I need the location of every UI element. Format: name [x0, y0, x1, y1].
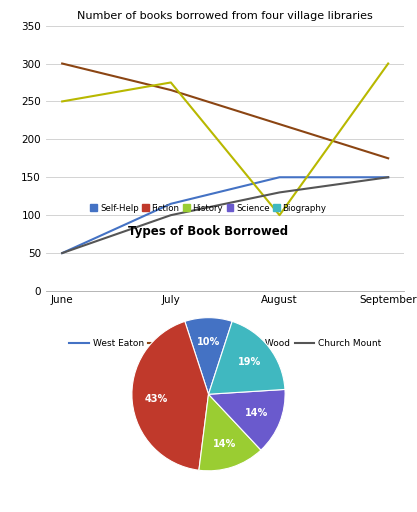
- Ryeslip: [277, 121, 282, 127]
- Text: 10%: 10%: [197, 337, 220, 347]
- Ryeslip: [60, 60, 65, 67]
- Church Mount: [277, 189, 282, 196]
- Sutton Wood: [168, 79, 173, 86]
- Line: Sutton Wood: Sutton Wood: [62, 63, 388, 215]
- Line: West Eaton: West Eaton: [62, 177, 388, 253]
- Line: Ryeslip: Ryeslip: [62, 63, 388, 158]
- Title: Types of Book Borrowed: Types of Book Borrowed: [128, 225, 289, 239]
- Legend: Self-Help, Fiction, History, Science, Biography: Self-Help, Fiction, History, Science, Bi…: [87, 200, 330, 216]
- Ryeslip: [168, 87, 173, 93]
- Church Mount: [386, 174, 391, 180]
- Legend: West Eaton, Ryeslip, Sutton Wood, Church Mount: West Eaton, Ryeslip, Sutton Wood, Church…: [65, 335, 385, 352]
- West Eaton: [60, 250, 65, 256]
- West Eaton: [386, 174, 391, 180]
- Line: Church Mount: Church Mount: [62, 177, 388, 253]
- Church Mount: [60, 250, 65, 256]
- Wedge shape: [208, 322, 285, 394]
- West Eaton: [277, 174, 282, 180]
- Title: Number of books borrowed from four village libraries: Number of books borrowed from four villa…: [77, 11, 373, 20]
- Wedge shape: [185, 317, 232, 394]
- Text: 19%: 19%: [238, 357, 261, 367]
- Wedge shape: [132, 322, 208, 470]
- Sutton Wood: [386, 60, 391, 67]
- Text: 43%: 43%: [145, 394, 168, 404]
- Text: 14%: 14%: [245, 409, 269, 418]
- Church Mount: [168, 212, 173, 218]
- Wedge shape: [199, 394, 261, 471]
- Ryeslip: [386, 155, 391, 161]
- Wedge shape: [208, 390, 285, 450]
- Sutton Wood: [60, 98, 65, 104]
- Sutton Wood: [277, 212, 282, 218]
- Text: 14%: 14%: [213, 439, 236, 449]
- West Eaton: [168, 201, 173, 207]
